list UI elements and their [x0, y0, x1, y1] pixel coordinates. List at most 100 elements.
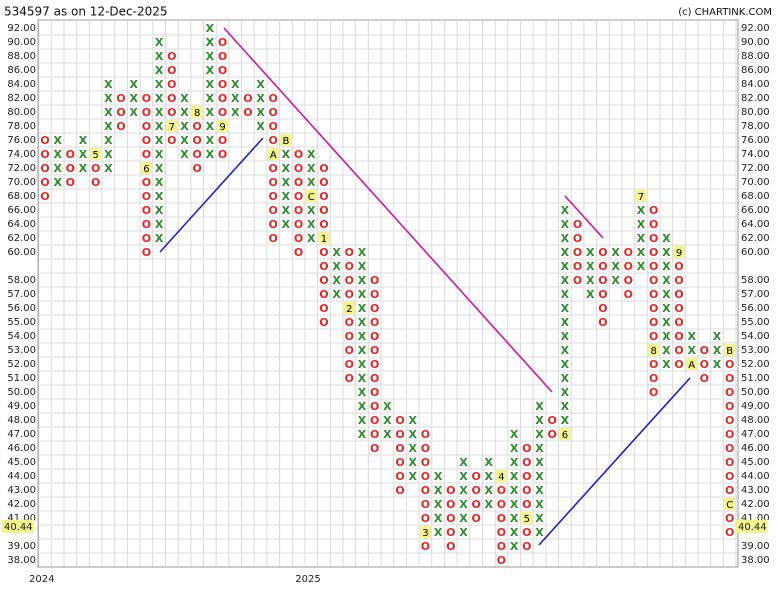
box: X: [307, 232, 316, 245]
box: X: [637, 204, 646, 217]
box: O: [725, 456, 734, 469]
box: X: [155, 148, 164, 161]
box: X: [383, 414, 392, 427]
box: O: [167, 50, 176, 63]
box: O: [142, 204, 151, 217]
box: X: [104, 120, 113, 133]
box: X: [485, 456, 494, 469]
box: O: [319, 162, 328, 175]
box: X: [206, 106, 215, 119]
y-tick-label-right: 45.00: [741, 457, 770, 468]
box: O: [725, 414, 734, 427]
box: O: [40, 162, 49, 175]
month-marker-box: [166, 120, 178, 132]
box: O: [421, 498, 430, 511]
box: X: [155, 162, 164, 175]
box: O: [573, 246, 582, 259]
o-column: 5OO: [90, 148, 102, 189]
month-marker-box: [635, 190, 647, 202]
box: O: [142, 232, 151, 245]
box: X: [611, 274, 620, 287]
box: X: [535, 442, 544, 455]
box: X: [104, 162, 113, 175]
y-tick-label-right: 86.00: [741, 65, 770, 76]
box: O: [446, 484, 455, 497]
y-tick-label-right: 54.00: [741, 331, 770, 342]
box: X: [611, 246, 620, 259]
box: O: [725, 358, 734, 371]
box: O: [497, 526, 506, 539]
box: X: [358, 428, 367, 441]
box: O: [370, 400, 379, 413]
box: O: [598, 274, 607, 287]
box: O: [370, 344, 379, 357]
y-tick-label-right: 84.00: [741, 79, 770, 90]
columns: OOOOOXXXXOOOXXX5OOXXXXXXXOOOXXXOOOOO6OOO…: [40, 22, 736, 567]
y-tick-label-right: 55.00: [741, 317, 770, 328]
box: X: [434, 512, 443, 525]
box: X: [561, 232, 570, 245]
box: O: [395, 428, 404, 441]
box: O: [395, 414, 404, 427]
y-tick-label-right: 57.00: [741, 289, 770, 300]
month-marker: 7: [638, 192, 644, 203]
box: O: [573, 274, 582, 287]
box: O: [548, 414, 557, 427]
y-tick-label-right: 60.00: [741, 247, 770, 258]
box: X: [53, 162, 62, 175]
box: X: [561, 204, 570, 217]
box: X: [206, 78, 215, 91]
box: O: [370, 274, 379, 287]
box: X: [79, 134, 88, 147]
box: X: [332, 288, 341, 301]
box: O: [395, 484, 404, 497]
last-price-box: [2, 519, 34, 533]
box: X: [358, 260, 367, 273]
y-tick-label-right: 47.00: [741, 429, 770, 440]
box: O: [142, 106, 151, 119]
support-line: [538, 377, 691, 546]
box: X: [713, 330, 722, 343]
y-tick-label-right: 49.00: [741, 401, 770, 412]
box: O: [319, 288, 328, 301]
month-marker: 6: [143, 164, 149, 175]
box: O: [649, 386, 658, 399]
y-tick-label: 46.00: [7, 443, 36, 454]
box: O: [116, 106, 125, 119]
box: X: [130, 106, 139, 119]
box: X: [256, 120, 265, 133]
y-tick-label-right: 64.00: [741, 219, 770, 230]
box: X: [307, 162, 316, 175]
y-tick-label: 47.00: [7, 429, 36, 440]
box: X: [358, 246, 367, 259]
box: O: [269, 232, 278, 245]
resistance-line: [223, 27, 553, 393]
resistance-line: [564, 195, 604, 239]
box: O: [674, 344, 683, 357]
y-tick-label: 68.00: [7, 191, 36, 202]
box: X: [358, 386, 367, 399]
box: X: [561, 218, 570, 231]
box: O: [142, 190, 151, 203]
month-marker-box: [521, 512, 533, 524]
box: X: [510, 540, 519, 553]
box: X: [358, 316, 367, 329]
box: O: [269, 176, 278, 189]
box: O: [370, 372, 379, 385]
box: O: [624, 274, 633, 287]
box: X: [510, 526, 519, 539]
box: O: [649, 330, 658, 343]
box: X: [434, 470, 443, 483]
box: X: [687, 330, 696, 343]
box: X: [510, 498, 519, 511]
o-column: OOO: [116, 92, 125, 133]
box: O: [192, 134, 201, 147]
box: O: [319, 316, 328, 329]
y-tick-label: 60.00: [7, 247, 36, 258]
